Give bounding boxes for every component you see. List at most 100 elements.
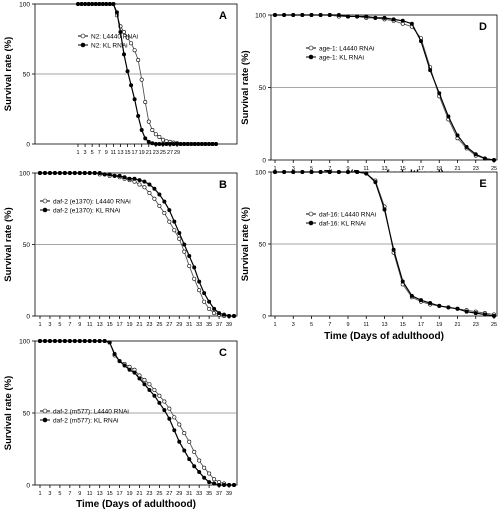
x-tick-label: 27 bbox=[166, 491, 172, 497]
data-point bbox=[309, 170, 314, 175]
legend-label: daf-2 (e1370): L4440 RNAi bbox=[53, 199, 131, 206]
y-axis-title: Survival rate (%) bbox=[3, 207, 14, 281]
data-point bbox=[42, 338, 47, 343]
data-point bbox=[300, 170, 305, 175]
data-point bbox=[400, 279, 405, 284]
series-line-kl bbox=[40, 340, 234, 486]
data-point bbox=[227, 313, 232, 318]
panel-letter: A bbox=[219, 10, 227, 22]
legend-marker bbox=[308, 211, 314, 217]
data-point bbox=[114, 10, 119, 15]
x-tick-label: 19 bbox=[126, 322, 132, 328]
y-tick-label: 100 bbox=[255, 170, 266, 177]
data-point bbox=[102, 338, 107, 343]
data-point bbox=[482, 156, 487, 161]
x-tick-label: 21 bbox=[136, 491, 142, 497]
x-tick-label: 37 bbox=[216, 322, 222, 328]
data-point bbox=[153, 132, 158, 137]
data-point bbox=[182, 448, 187, 453]
data-point bbox=[192, 464, 197, 469]
data-point bbox=[202, 299, 207, 304]
data-point bbox=[318, 170, 323, 175]
data-point bbox=[83, 1, 88, 7]
x-tick-label: 13 bbox=[381, 166, 387, 172]
x-tick-label: 19 bbox=[436, 166, 442, 172]
legend-label: N2: KL RNAi bbox=[91, 43, 128, 50]
series-line-kl bbox=[40, 172, 234, 317]
data-point bbox=[182, 142, 187, 147]
data-point bbox=[291, 13, 296, 18]
data-point bbox=[199, 142, 204, 147]
legend-marker bbox=[80, 42, 86, 48]
data-point bbox=[187, 439, 192, 444]
data-point bbox=[206, 142, 211, 147]
data-point bbox=[196, 142, 201, 147]
data-point bbox=[162, 399, 167, 404]
x-tick-label: 11 bbox=[363, 322, 369, 328]
data-point bbox=[67, 338, 72, 343]
data-point bbox=[418, 298, 423, 303]
data-point bbox=[162, 199, 167, 204]
data-point bbox=[464, 144, 469, 149]
y-axis-title: Survival rate (%) bbox=[240, 207, 251, 281]
data-point bbox=[107, 340, 112, 345]
data-point bbox=[107, 172, 112, 177]
data-point bbox=[132, 48, 137, 53]
data-point bbox=[157, 393, 162, 398]
data-point bbox=[207, 306, 212, 311]
data-point bbox=[282, 170, 287, 175]
x-tick-label: 25 bbox=[156, 491, 162, 497]
data-point bbox=[150, 128, 155, 133]
y-tick-label: 100 bbox=[19, 2, 30, 9]
x-tick-label: 15 bbox=[124, 150, 130, 156]
x-tick-label: 21 bbox=[454, 166, 460, 172]
x-tick-label: 17 bbox=[132, 150, 138, 156]
data-point bbox=[202, 475, 207, 480]
data-point bbox=[336, 170, 341, 175]
data-point bbox=[212, 481, 217, 486]
x-tick-label: 33 bbox=[196, 322, 202, 328]
data-point bbox=[52, 338, 57, 343]
data-point bbox=[473, 152, 478, 157]
data-point bbox=[97, 1, 102, 7]
x-tick-label: 15 bbox=[400, 166, 406, 172]
x-tick-label: 23 bbox=[473, 322, 479, 328]
data-point bbox=[202, 291, 207, 296]
data-point bbox=[282, 13, 287, 18]
data-point bbox=[327, 13, 332, 18]
data-point bbox=[157, 400, 162, 405]
data-point bbox=[47, 171, 52, 176]
data-point bbox=[210, 142, 215, 147]
x-tick-label: 17 bbox=[117, 322, 123, 328]
x-tick-label: 3 bbox=[48, 322, 51, 328]
x-axis-title: Time (Days of adulthood) bbox=[324, 331, 444, 342]
data-point bbox=[192, 142, 197, 147]
data-point bbox=[203, 142, 208, 147]
x-tick-label: 19 bbox=[139, 150, 145, 156]
x-tick-label: 11 bbox=[87, 491, 93, 497]
data-point bbox=[111, 1, 116, 7]
data-point bbox=[355, 170, 360, 175]
data-point bbox=[136, 57, 141, 62]
data-point bbox=[178, 142, 183, 147]
data-point bbox=[373, 15, 378, 20]
data-point bbox=[117, 359, 122, 364]
data-point bbox=[391, 247, 396, 252]
data-point bbox=[336, 13, 341, 18]
legend-label: age-1: L4440 RNAi bbox=[319, 46, 374, 53]
legend-marker bbox=[308, 54, 314, 60]
data-point bbox=[122, 363, 127, 368]
data-point bbox=[118, 29, 123, 34]
data-point bbox=[232, 313, 237, 318]
data-point bbox=[37, 171, 42, 176]
x-tick-label: 3 bbox=[292, 166, 295, 172]
data-point bbox=[132, 176, 137, 181]
data-point bbox=[143, 136, 148, 141]
data-point bbox=[72, 338, 77, 343]
data-point bbox=[125, 69, 130, 74]
data-point bbox=[327, 170, 332, 175]
data-point bbox=[222, 482, 227, 487]
x-tick-label: 3 bbox=[84, 150, 87, 156]
data-point bbox=[67, 171, 72, 176]
